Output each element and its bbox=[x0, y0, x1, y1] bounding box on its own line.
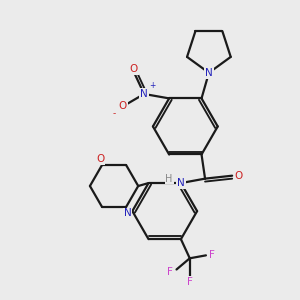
Text: -: - bbox=[112, 109, 116, 118]
Text: H: H bbox=[166, 174, 173, 184]
Text: O: O bbox=[130, 64, 138, 74]
Text: F: F bbox=[167, 267, 173, 278]
Text: N: N bbox=[177, 178, 185, 188]
Text: F: F bbox=[187, 277, 193, 287]
Text: N: N bbox=[140, 89, 148, 99]
Text: +: + bbox=[149, 81, 155, 90]
Text: N: N bbox=[205, 68, 213, 78]
Text: O: O bbox=[96, 154, 105, 164]
Text: O: O bbox=[235, 171, 243, 181]
Text: F: F bbox=[209, 250, 215, 260]
Text: O: O bbox=[119, 101, 127, 111]
Text: N: N bbox=[124, 208, 131, 218]
